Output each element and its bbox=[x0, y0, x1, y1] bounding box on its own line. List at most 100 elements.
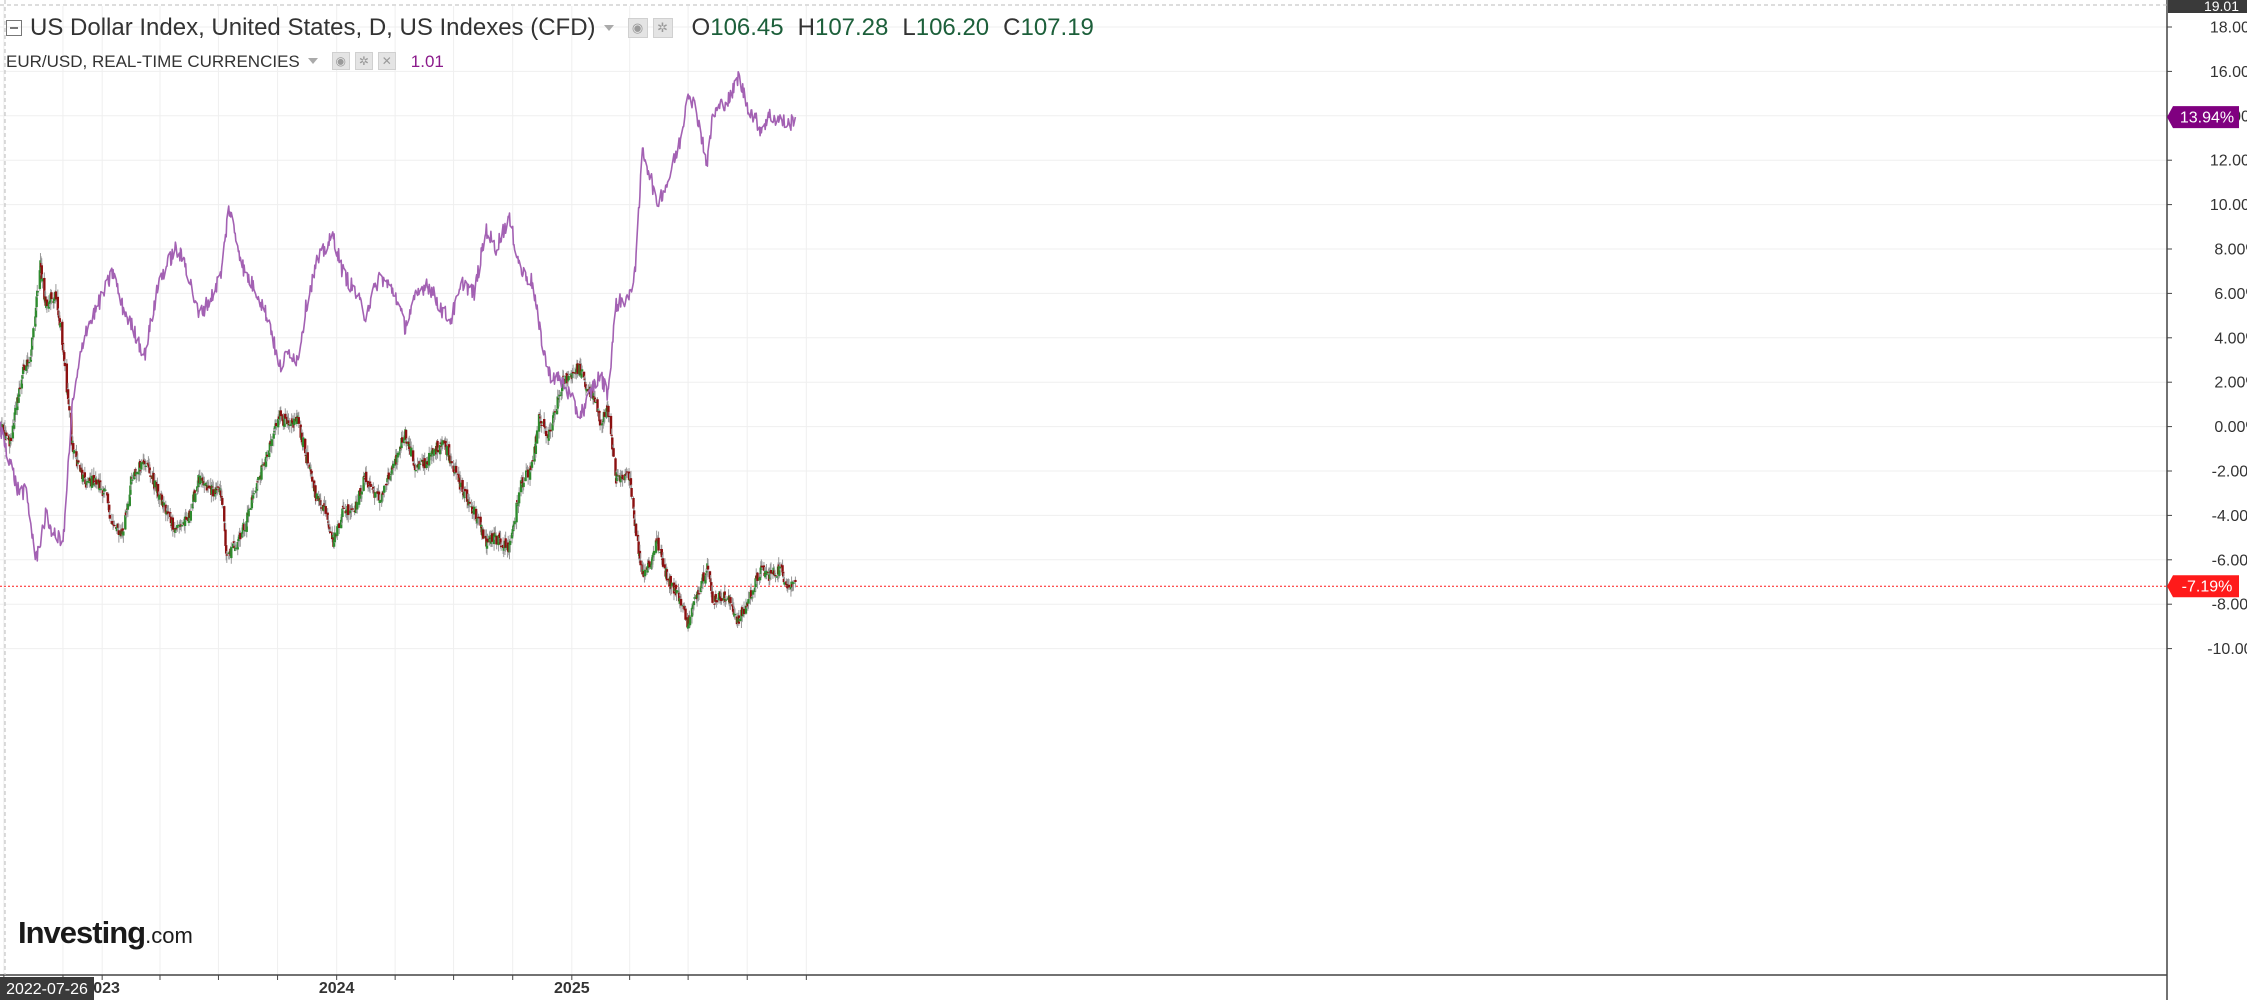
candle-body bbox=[386, 478, 389, 482]
candle-body bbox=[315, 493, 318, 499]
chevron-down-icon[interactable] bbox=[307, 58, 318, 64]
candle-body bbox=[717, 592, 721, 601]
candle-body bbox=[465, 489, 469, 502]
candle-body bbox=[194, 493, 197, 502]
candle-body bbox=[372, 486, 375, 489]
candle-body bbox=[632, 497, 635, 509]
price-tick-label: -6.00% bbox=[2212, 552, 2247, 569]
candle-body bbox=[670, 582, 674, 586]
candle-body bbox=[677, 590, 680, 592]
candle-body bbox=[320, 507, 323, 509]
candle-body bbox=[296, 416, 299, 418]
candle-body bbox=[191, 503, 194, 509]
candle-body bbox=[760, 565, 764, 568]
candle-body bbox=[211, 486, 214, 488]
candle-body bbox=[385, 484, 388, 486]
candle-body bbox=[108, 514, 112, 519]
candle-body bbox=[224, 545, 228, 554]
candle-body bbox=[489, 537, 492, 539]
candle-body bbox=[471, 511, 475, 513]
candle-body bbox=[782, 571, 785, 577]
candle-body bbox=[288, 424, 291, 426]
candle-body bbox=[174, 528, 178, 531]
candle-body bbox=[221, 497, 224, 505]
candle-body bbox=[660, 549, 663, 558]
candle-body bbox=[579, 363, 583, 376]
candle-body bbox=[365, 471, 368, 483]
candle-body bbox=[682, 607, 685, 609]
last-value-tags: 13.94% -7.19% bbox=[2167, 106, 2239, 598]
candle-body bbox=[113, 525, 116, 527]
candle-body bbox=[704, 573, 708, 576]
candle-body bbox=[27, 365, 30, 367]
price-tick-label: -8.00% bbox=[2212, 597, 2247, 614]
candle-body bbox=[304, 455, 308, 457]
eye-icon[interactable]: ◉ bbox=[627, 18, 648, 38]
candle-body bbox=[393, 458, 397, 466]
candle-body bbox=[580, 369, 584, 372]
candle-body bbox=[510, 532, 514, 539]
candle-body bbox=[580, 370, 583, 378]
candle-body bbox=[690, 608, 694, 617]
candle-body bbox=[436, 440, 439, 452]
candle-body bbox=[535, 430, 539, 444]
main-series-legend[interactable]: US Dollar Index, United States, D, US In… bbox=[6, 10, 1094, 46]
open-value: 106.45 bbox=[710, 14, 784, 41]
collapse-legend-icon[interactable] bbox=[6, 20, 22, 36]
candle-body bbox=[692, 604, 695, 610]
eye-icon[interactable]: ◉ bbox=[331, 52, 350, 70]
candle-body bbox=[655, 538, 658, 543]
price-tick-label: -10.00% bbox=[2207, 641, 2247, 658]
candle-body bbox=[111, 520, 115, 525]
candle-body bbox=[483, 536, 487, 538]
candle-body bbox=[769, 569, 773, 574]
candle-body bbox=[650, 563, 653, 570]
candle-body bbox=[591, 386, 595, 399]
candle-body bbox=[738, 618, 741, 622]
candle-body bbox=[773, 574, 777, 576]
candle-body bbox=[212, 489, 215, 497]
candle-body bbox=[702, 572, 705, 582]
candle-body bbox=[129, 476, 133, 485]
candle-body bbox=[650, 558, 654, 565]
eurusd-series-line bbox=[0, 71, 797, 562]
candle-body bbox=[504, 538, 507, 548]
candle-body bbox=[598, 410, 601, 422]
gear-icon[interactable]: ✲ bbox=[652, 18, 673, 38]
candle-body bbox=[102, 493, 105, 495]
top-value-label: 19.01 bbox=[2204, 0, 2239, 14]
candle-body bbox=[567, 375, 570, 381]
candle-body bbox=[648, 561, 651, 568]
candle-body bbox=[148, 467, 151, 474]
candle-body bbox=[472, 506, 476, 515]
candle-body bbox=[225, 554, 229, 556]
candle-body bbox=[174, 528, 177, 533]
candle-body bbox=[237, 536, 241, 542]
candle-body bbox=[782, 578, 786, 583]
close-icon[interactable]: ✕ bbox=[377, 52, 396, 70]
candle-body bbox=[615, 472, 618, 482]
candle-body bbox=[86, 481, 89, 483]
candle-body bbox=[255, 491, 258, 493]
candle-body bbox=[319, 500, 322, 506]
candle-body bbox=[481, 529, 485, 539]
candle-body bbox=[502, 548, 505, 551]
candle-body bbox=[71, 440, 74, 443]
candle-body bbox=[531, 460, 534, 462]
candle-body bbox=[54, 291, 58, 300]
candle-body bbox=[117, 523, 120, 528]
candle-body bbox=[349, 510, 353, 514]
dxy-last-value-label: -7.19% bbox=[2182, 579, 2233, 596]
price-tick-label: 12.00% bbox=[2210, 153, 2247, 170]
candle-body bbox=[614, 458, 617, 476]
compare-series-legend[interactable]: EUR/USD, REAL-TIME CURRENCIES ◉ ✲ ✕ 1.01 bbox=[6, 46, 1094, 76]
candle-body bbox=[634, 523, 638, 536]
gear-icon[interactable]: ✲ bbox=[354, 52, 373, 70]
candle-body bbox=[263, 462, 266, 466]
candle-body bbox=[183, 516, 187, 527]
chevron-down-icon[interactable] bbox=[603, 25, 614, 31]
candle-body bbox=[411, 450, 415, 462]
candle-body bbox=[553, 412, 556, 416]
price-tick-label: 18.00% bbox=[2210, 20, 2247, 37]
